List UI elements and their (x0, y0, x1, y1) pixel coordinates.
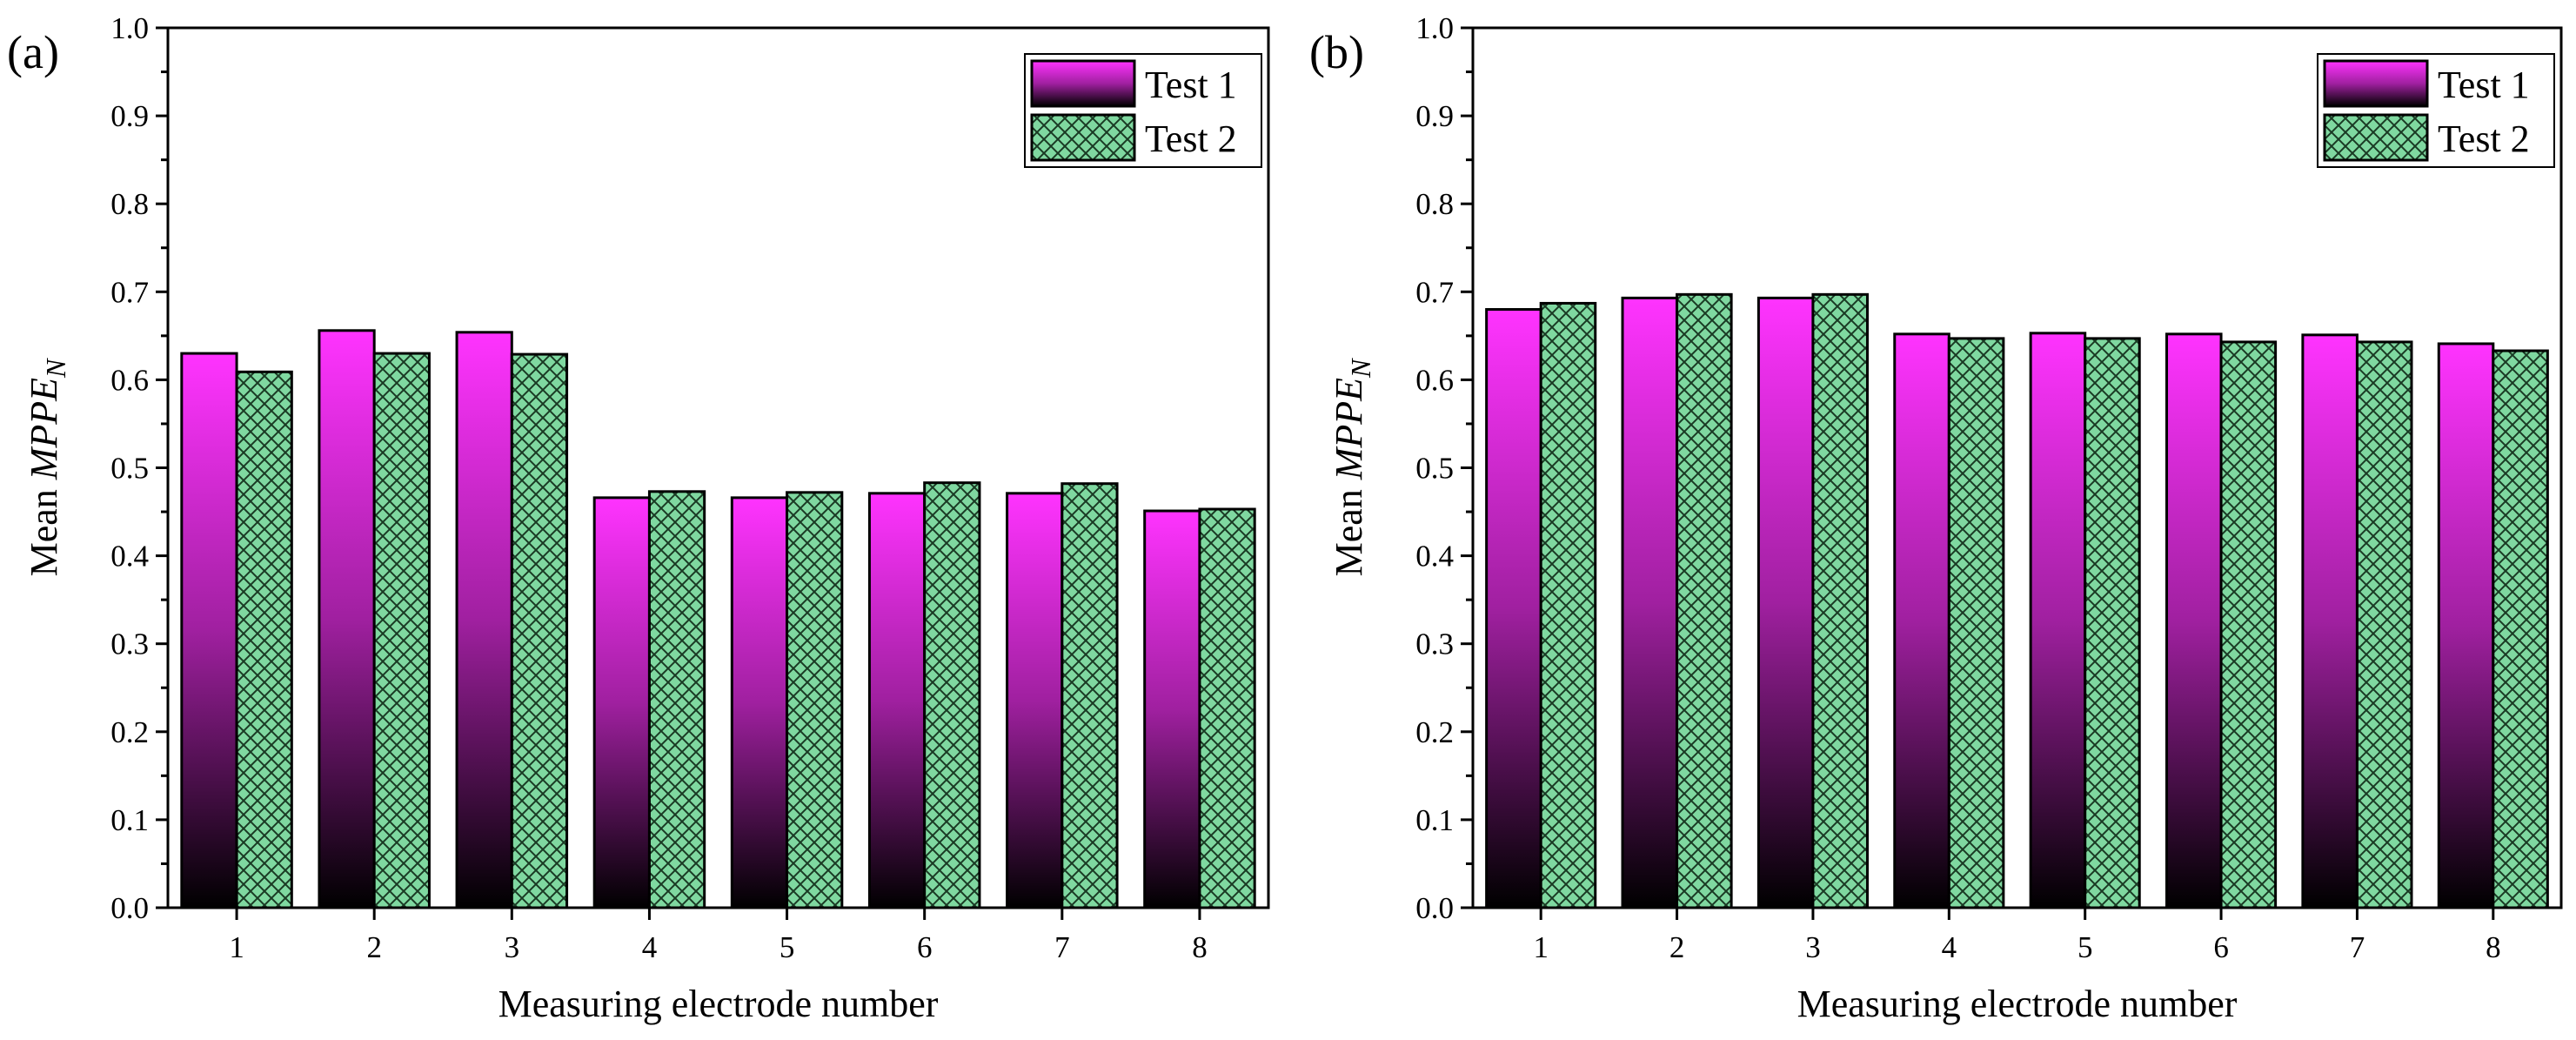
bar-test2 (1676, 292, 1733, 909)
panel-label: (a) (7, 26, 59, 78)
legend-label-test2: Test 2 (1145, 117, 1237, 160)
y-tick-label: 0.1 (110, 803, 149, 837)
y-tick-label: 0.6 (1415, 363, 1454, 397)
bar-test1 (1621, 296, 1679, 909)
bar-test2 (2084, 337, 2141, 909)
bar-test2 (786, 491, 844, 909)
legend-swatch-test2 (2323, 113, 2429, 162)
x-tick-label: 8 (2486, 930, 2501, 964)
legend-label-test2: Test 2 (2438, 117, 2530, 160)
bar-test1 (1893, 332, 1950, 909)
x-tick-label: 3 (505, 930, 520, 964)
bar-test1 (180, 352, 238, 909)
y-tick-label: 0.7 (1415, 275, 1454, 309)
y-axis-title: Mean MPPEN (23, 358, 71, 576)
bar-test1 (2301, 333, 2359, 909)
x-tick-label: 6 (2213, 930, 2229, 964)
x-tick-label: 1 (229, 930, 244, 964)
x-tick-label: 5 (779, 930, 795, 964)
bar-test2 (372, 352, 431, 909)
y-tick-label: 0.2 (110, 715, 149, 749)
y-tick-label: 1.0 (1415, 11, 1454, 45)
bar-test2 (2492, 349, 2549, 909)
bar-test2 (1198, 507, 1256, 909)
bar-test1 (2165, 332, 2223, 909)
x-tick-label: 1 (1533, 930, 1549, 964)
panel-a: (a) 0.0 0.1 0.2 0.3 0.4 0.5 0.6 0.7 0.8 0.9 1.0 1 2 3 4… (7, 11, 1270, 1025)
bar-test1 (730, 496, 789, 909)
bar-test1 (592, 496, 651, 909)
panel-b: (b) 0.0 0.1 0.2 0.3 0.4 0.5 0.6 0.7 0.8 0.9 1.0 1 2 3 4… (1309, 11, 2563, 1025)
y-tick-label: 0.4 (1415, 540, 1454, 574)
bar-test1 (2437, 342, 2495, 909)
y-tick-label: 0.8 (1415, 187, 1454, 221)
x-tick-label: 2 (366, 930, 382, 964)
bar-test1 (1756, 296, 1815, 909)
y-tick-label: 0.3 (110, 627, 149, 661)
y-tick-label: 1.0 (110, 11, 149, 45)
y-tick-label: 0.0 (1415, 891, 1454, 925)
y-axis-title-main: MPPE (23, 378, 65, 480)
y-axis-title-prefix: Mean (23, 480, 65, 576)
x-tick-label: 2 (1669, 930, 1685, 964)
bar-test2 (1947, 337, 2005, 909)
y-tick-label: 0.9 (110, 99, 149, 133)
bar-test2 (1539, 301, 1597, 909)
x-tick-label: 6 (917, 930, 933, 964)
y-tick-label: 0.8 (110, 187, 149, 221)
bar-test1 (2029, 332, 2087, 909)
bar-test2 (235, 370, 293, 909)
y-axis-title-sub: N (40, 358, 71, 379)
panel-label: (b) (1309, 26, 1364, 78)
bar-test2 (1811, 292, 1869, 909)
y-tick-label: 0.0 (110, 891, 149, 925)
x-axis-title: Measuring electrode number (1797, 983, 2238, 1025)
x-tick-label: 8 (1192, 930, 1208, 964)
legend-label-test1: Test 1 (1145, 64, 1237, 106)
legend-label-test1: Test 1 (2438, 64, 2530, 106)
bar-test1 (1485, 308, 1542, 909)
x-tick-label: 3 (1805, 930, 1821, 964)
bar-test1 (455, 331, 513, 909)
y-tick-label: 0.9 (1415, 99, 1454, 133)
legend-swatch-test1 (1030, 59, 1136, 108)
bar-test1 (1143, 509, 1201, 909)
y-axis-title: Mean MPPEN (1328, 358, 1376, 576)
y-tick-label: 0.1 (1415, 803, 1454, 837)
legend-swatch-test1 (2323, 59, 2429, 108)
bar-test2 (647, 490, 706, 909)
y-tick-label: 0.6 (110, 363, 149, 397)
y-tick-label: 0.4 (110, 540, 149, 574)
x-tick-label: 7 (1054, 930, 1070, 964)
y-tick-label: 0.5 (110, 452, 149, 486)
bar-test1 (1006, 492, 1064, 909)
x-tick-label: 4 (1942, 930, 1957, 964)
bar-test1 (318, 329, 376, 909)
bar-test1 (867, 492, 927, 909)
x-tick-label: 4 (642, 930, 658, 964)
bar-test2 (923, 481, 981, 909)
y-axis-title-sub: N (1345, 358, 1376, 379)
y-axis-title-prefix: Mean (1328, 480, 1370, 576)
bar-test2 (1061, 482, 1119, 909)
y-axis-title-main: MPPE (1328, 378, 1370, 480)
bar-test2 (2355, 340, 2413, 909)
x-tick-label: 5 (2078, 930, 2093, 964)
y-tick-label: 0.2 (1415, 715, 1454, 749)
legend-swatch-test2 (1030, 113, 1136, 162)
y-tick-label: 0.5 (1415, 452, 1454, 486)
bar-test2 (510, 352, 569, 909)
y-tick-label: 0.7 (110, 275, 149, 309)
y-tick-label: 0.3 (1415, 627, 1454, 661)
x-tick-label: 7 (2350, 930, 2365, 964)
bar-test2 (2219, 340, 2278, 909)
x-axis-title: Measuring electrode number (498, 983, 939, 1025)
